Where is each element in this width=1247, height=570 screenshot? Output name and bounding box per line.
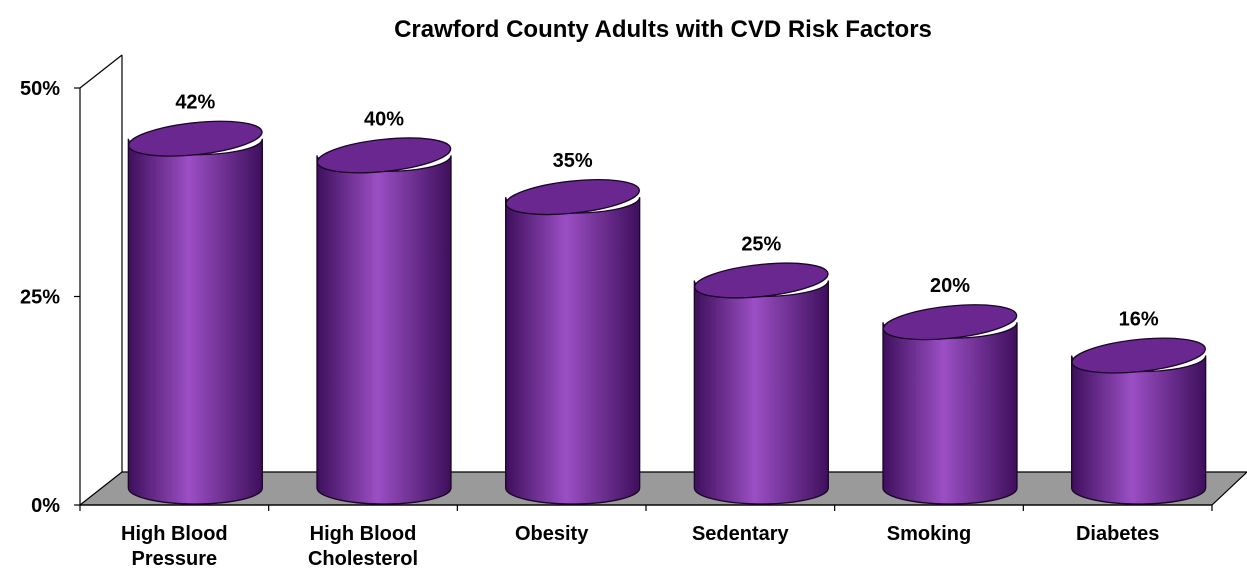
x-tick-label: Pressure	[132, 548, 218, 570]
data-label: 25%	[741, 234, 781, 256]
x-axis-labels: High Blood Pressure High Blood Cholesterol O…	[79, 505, 1213, 570]
data-label: 20%	[930, 275, 970, 297]
chart-title: Crawford County Adults with CVD Risk Fac…	[394, 16, 932, 43]
bar-body	[882, 322, 1018, 505]
bar-top	[882, 304, 1018, 341]
y-tick-label: 25%	[20, 287, 60, 309]
bar-body	[127, 138, 263, 505]
bar-top	[128, 120, 263, 157]
x-tick-label: Sedentary	[692, 523, 790, 545]
bar-cylinder	[882, 304, 1018, 505]
x-tick-label: High Blood	[121, 523, 228, 545]
bar-body	[316, 155, 452, 505]
data-label: 35%	[553, 150, 593, 172]
x-tick-label: Obesity	[515, 523, 589, 545]
bar-cylinder	[1071, 337, 1207, 505]
bar-cylinder	[316, 137, 452, 505]
bar-cylinder	[505, 179, 641, 505]
data-label: 16%	[1119, 309, 1159, 331]
data-label: 40%	[364, 108, 404, 130]
bar-cylinder	[127, 120, 263, 505]
bar-body	[1071, 355, 1207, 505]
bar-top	[505, 179, 640, 216]
bar-top	[1071, 337, 1206, 374]
bar-cylinder	[693, 262, 829, 505]
x-tick-label: Smoking	[887, 523, 971, 545]
y-axis-depth-line	[79, 54, 123, 89]
bar-body	[693, 280, 829, 505]
y-axis-ticks: 0% 25% 50%	[20, 78, 80, 517]
data-label: 42%	[175, 92, 215, 114]
y-tick-label: 0%	[31, 495, 60, 517]
y-tick-label: 50%	[20, 78, 60, 100]
bar-top	[316, 137, 452, 174]
bar-top	[694, 262, 829, 299]
bar-body	[505, 197, 641, 505]
x-tick-label: Cholesterol	[308, 548, 418, 570]
bars: 42% 40% 35% 25% 20% 16%	[127, 92, 1207, 505]
x-tick-label: High Blood	[310, 523, 417, 545]
x-tick-label: Diabetes	[1076, 523, 1159, 545]
